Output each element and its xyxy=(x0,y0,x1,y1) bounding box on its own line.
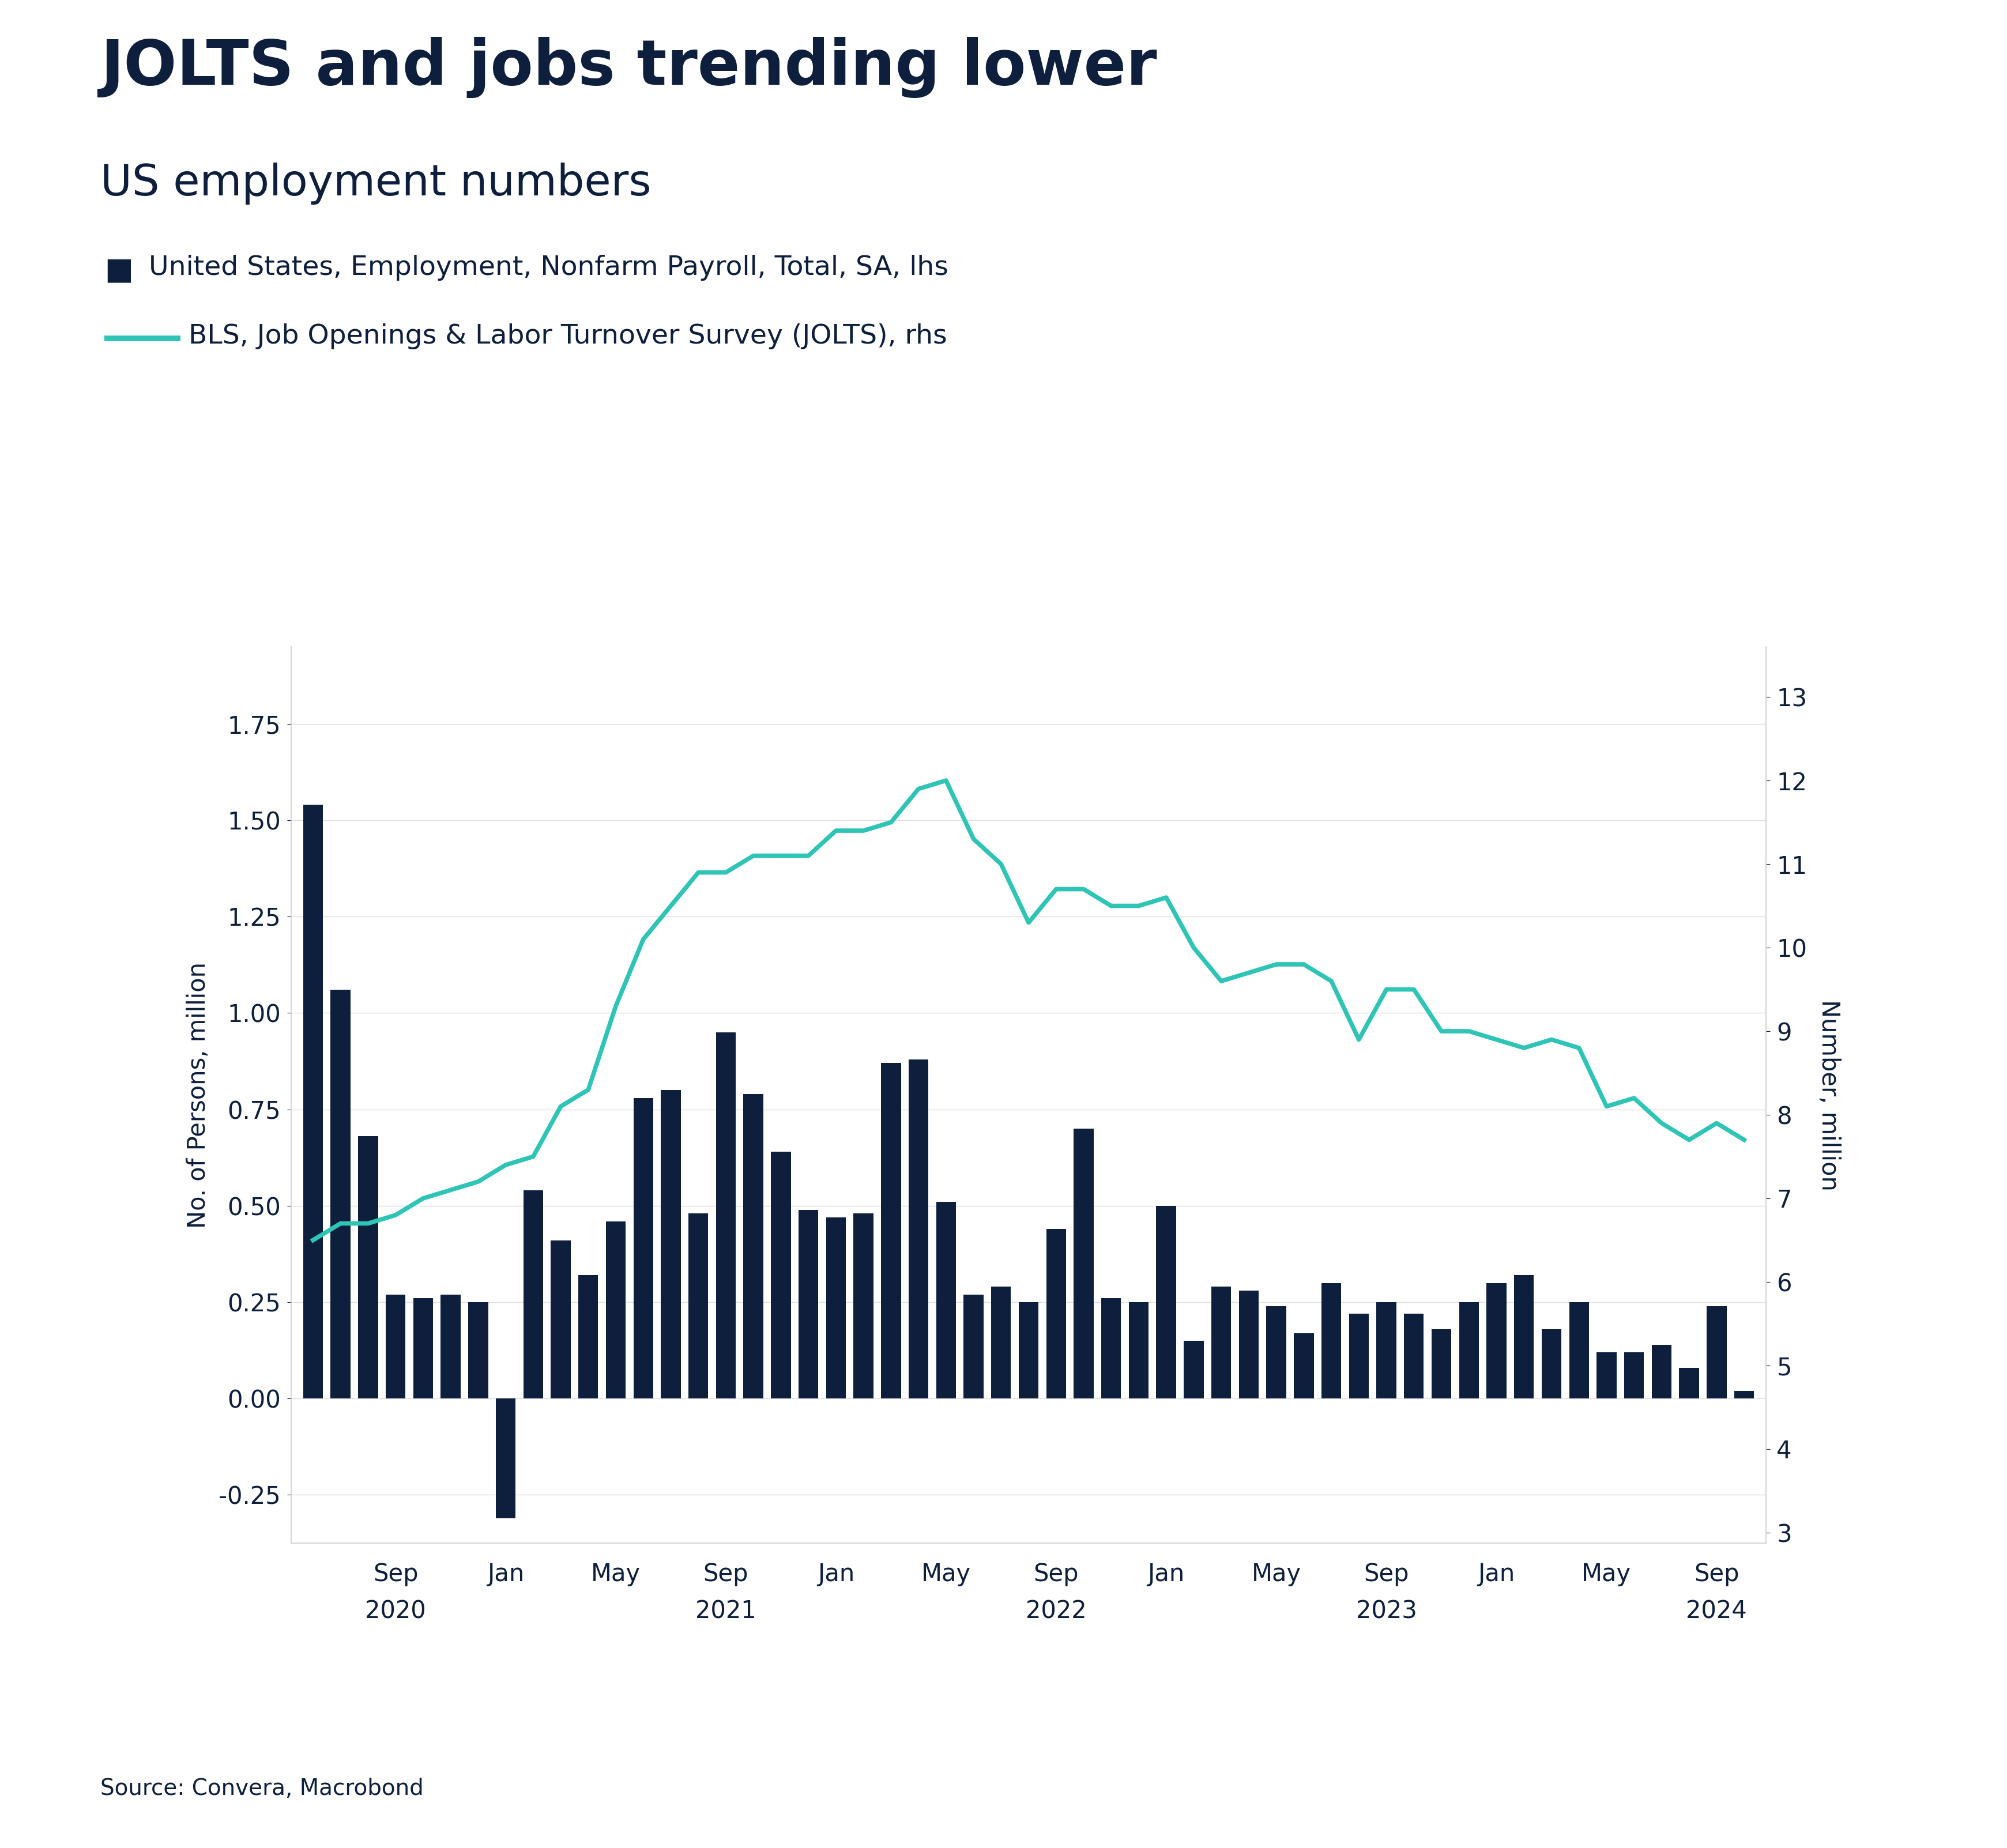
Text: Sep: Sep xyxy=(702,1562,749,1586)
Bar xyxy=(827,1218,845,1399)
Bar xyxy=(578,1275,598,1399)
Bar xyxy=(1074,1129,1094,1399)
Bar xyxy=(991,1286,1012,1399)
Bar xyxy=(1046,1229,1066,1399)
Text: Sep: Sep xyxy=(1034,1562,1078,1586)
Bar xyxy=(1377,1303,1397,1399)
Bar xyxy=(1266,1307,1286,1399)
Bar xyxy=(1569,1303,1590,1399)
Bar xyxy=(1156,1205,1176,1399)
Text: May: May xyxy=(1582,1562,1632,1586)
Bar xyxy=(1680,1368,1700,1399)
Bar xyxy=(1513,1275,1533,1399)
Bar xyxy=(1431,1329,1451,1399)
Bar xyxy=(1624,1353,1644,1399)
Text: 2020: 2020 xyxy=(365,1599,425,1623)
Bar xyxy=(1295,1332,1315,1399)
Bar xyxy=(935,1201,955,1399)
Text: 2021: 2021 xyxy=(694,1599,757,1623)
Text: Source: Convera, Macrobond: Source: Convera, Macrobond xyxy=(100,1778,423,1800)
Bar xyxy=(1212,1286,1230,1399)
Bar xyxy=(550,1240,570,1399)
Text: May: May xyxy=(590,1562,640,1586)
Bar xyxy=(799,1210,819,1399)
Text: United States, Employment, Nonfarm Payroll, Total, SA, lhs: United States, Employment, Nonfarm Payro… xyxy=(149,255,947,281)
Bar xyxy=(1405,1314,1423,1399)
Bar xyxy=(1184,1340,1204,1399)
Text: Jan: Jan xyxy=(817,1562,855,1586)
Bar xyxy=(442,1294,460,1399)
Bar xyxy=(1598,1353,1616,1399)
Bar xyxy=(909,1059,929,1399)
Bar xyxy=(1020,1303,1038,1399)
Text: Jan: Jan xyxy=(488,1562,524,1586)
Text: Jan: Jan xyxy=(1477,1562,1515,1586)
Bar xyxy=(771,1151,791,1399)
Text: Jan: Jan xyxy=(1148,1562,1184,1586)
Bar xyxy=(853,1214,873,1399)
Bar xyxy=(357,1137,377,1399)
Text: US employment numbers: US employment numbers xyxy=(100,163,650,205)
Bar xyxy=(1487,1283,1507,1399)
Bar xyxy=(881,1063,901,1399)
Text: Sep: Sep xyxy=(1363,1562,1409,1586)
Bar xyxy=(331,991,351,1399)
Text: 2022: 2022 xyxy=(1026,1599,1086,1623)
Bar xyxy=(1652,1345,1672,1399)
Bar xyxy=(1459,1303,1479,1399)
Text: Sep: Sep xyxy=(373,1562,417,1586)
Bar xyxy=(468,1303,488,1399)
Bar xyxy=(1541,1329,1561,1399)
Bar xyxy=(496,1399,516,1517)
Text: 2023: 2023 xyxy=(1357,1599,1417,1623)
Bar xyxy=(743,1094,763,1399)
Bar xyxy=(1734,1392,1754,1399)
Bar xyxy=(963,1294,983,1399)
Bar xyxy=(716,1033,737,1399)
Y-axis label: No. of Persons, million: No. of Persons, million xyxy=(187,961,211,1229)
Text: ■: ■ xyxy=(104,255,132,285)
Text: BLS, Job Openings & Labor Turnover Survey (JOLTS), rhs: BLS, Job Openings & Labor Turnover Surve… xyxy=(189,323,947,349)
Bar xyxy=(688,1214,708,1399)
Bar xyxy=(1238,1290,1258,1399)
Bar xyxy=(1349,1314,1369,1399)
Text: 2024: 2024 xyxy=(1686,1599,1748,1623)
Bar xyxy=(303,806,323,1399)
Text: Sep: Sep xyxy=(1694,1562,1740,1586)
Text: JOLTS and jobs trending lower: JOLTS and jobs trending lower xyxy=(100,37,1156,98)
Bar xyxy=(385,1294,405,1399)
Bar xyxy=(1128,1303,1148,1399)
Bar xyxy=(524,1190,544,1399)
Bar xyxy=(1706,1307,1726,1399)
Bar xyxy=(1102,1299,1122,1399)
Bar xyxy=(634,1098,652,1399)
Bar xyxy=(606,1222,626,1399)
Text: May: May xyxy=(921,1562,971,1586)
Bar xyxy=(413,1299,434,1399)
Text: May: May xyxy=(1252,1562,1301,1586)
Bar xyxy=(660,1090,680,1399)
Bar xyxy=(1321,1283,1341,1399)
Y-axis label: Number, million: Number, million xyxy=(1816,1000,1840,1190)
